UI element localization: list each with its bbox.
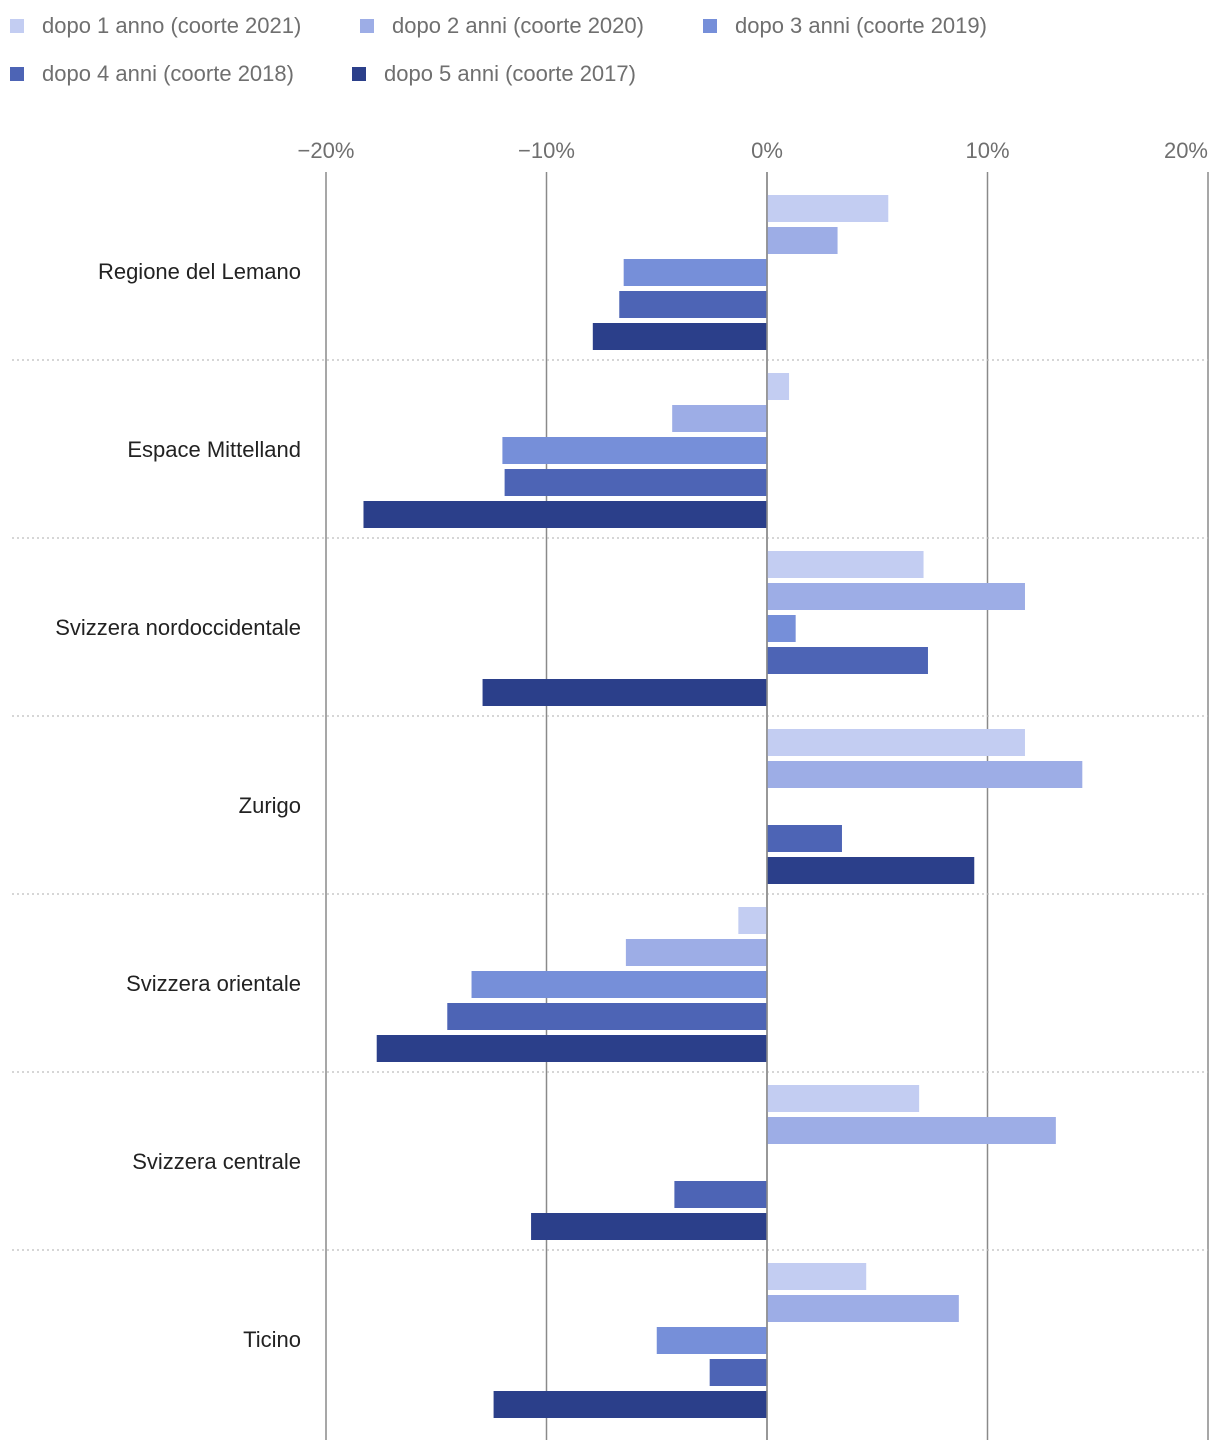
legend: dopo 1 anno (coorte 2021) dopo 2 anni (c…	[10, 8, 1210, 104]
bar-4-2	[471, 971, 767, 998]
category-label-0: Regione del Lemano	[98, 259, 301, 284]
legend-label-4y: dopo 4 anni (coorte 2018)	[42, 61, 294, 86]
legend-label-5y: dopo 5 anni (coorte 2017)	[384, 61, 636, 86]
bar-1-3	[504, 469, 767, 496]
legend-label-1y: dopo 1 anno (coorte 2021)	[42, 13, 302, 38]
bar-5-3	[674, 1181, 767, 1208]
bar-0-3	[619, 291, 767, 318]
tick-label-4: 20%	[1164, 138, 1208, 163]
bar-0-4	[592, 323, 767, 350]
bar-3-4	[767, 857, 975, 884]
legend-swatch-1y	[10, 19, 24, 33]
bar-4-1	[625, 939, 767, 966]
bar-6-1	[767, 1295, 959, 1322]
bar-3-3	[767, 825, 842, 852]
legend-label-2y: dopo 2 anni (coorte 2020)	[392, 13, 644, 38]
bar-2-1	[767, 583, 1025, 610]
bar-1-0	[767, 373, 790, 400]
bar-5-4	[531, 1213, 767, 1240]
legend-swatch-2y	[360, 19, 374, 33]
legend-label-3y: dopo 3 anni (coorte 2019)	[735, 13, 987, 38]
bar-0-1	[767, 227, 838, 254]
category-label-4: Svizzera orientale	[126, 971, 301, 996]
category-label-6: Ticino	[243, 1327, 301, 1352]
bar-1-2	[502, 437, 767, 464]
bar-1-4	[363, 501, 767, 528]
bar-1-1	[672, 405, 767, 432]
legend-item-5y: dopo 5 anni (coorte 2017)	[352, 56, 636, 92]
bar-3-0	[767, 729, 1025, 756]
tick-label-2: 0%	[751, 138, 783, 163]
legend-item-2y: dopo 2 anni (coorte 2020)	[360, 8, 644, 44]
category-label-3: Zurigo	[239, 793, 301, 818]
tick-label-1: −10%	[518, 138, 575, 163]
legend-swatch-5y	[352, 67, 366, 81]
legend-swatch-3y	[703, 19, 717, 33]
bar-5-1	[767, 1117, 1056, 1144]
bar-6-3	[709, 1359, 767, 1386]
legend-swatch-4y	[10, 67, 24, 81]
bar-5-0	[767, 1085, 920, 1112]
category-label-5: Svizzera centrale	[132, 1149, 301, 1174]
legend-item-1y: dopo 1 anno (coorte 2021)	[10, 8, 301, 44]
legend-row-2: dopo 4 anni (coorte 2018) dopo 5 anni (c…	[10, 56, 1210, 104]
bar-2-4	[482, 679, 767, 706]
bar-3-1	[767, 761, 1083, 788]
legend-row-1: dopo 1 anno (coorte 2021) dopo 2 anni (c…	[10, 8, 1210, 56]
bar-4-3	[447, 1003, 767, 1030]
bar-6-4	[493, 1391, 767, 1418]
bar-6-2	[656, 1327, 767, 1354]
bar-6-0	[767, 1263, 867, 1290]
bar-2-2	[767, 615, 796, 642]
legend-item-3y: dopo 3 anni (coorte 2019)	[703, 8, 987, 44]
category-label-1: Espace Mittelland	[127, 437, 301, 462]
bar-4-0	[738, 907, 767, 934]
category-label-2: Svizzera nordoccidentale	[55, 615, 301, 640]
legend-item-4y: dopo 4 anni (coorte 2018)	[10, 56, 294, 92]
bar-0-2	[623, 259, 767, 286]
tick-label-3: 10%	[965, 138, 1009, 163]
bar-0-0	[767, 195, 889, 222]
bar-4-4	[376, 1035, 767, 1062]
bar-2-3	[767, 647, 928, 674]
tick-label-0: −20%	[298, 138, 355, 163]
bar-2-0	[767, 551, 924, 578]
